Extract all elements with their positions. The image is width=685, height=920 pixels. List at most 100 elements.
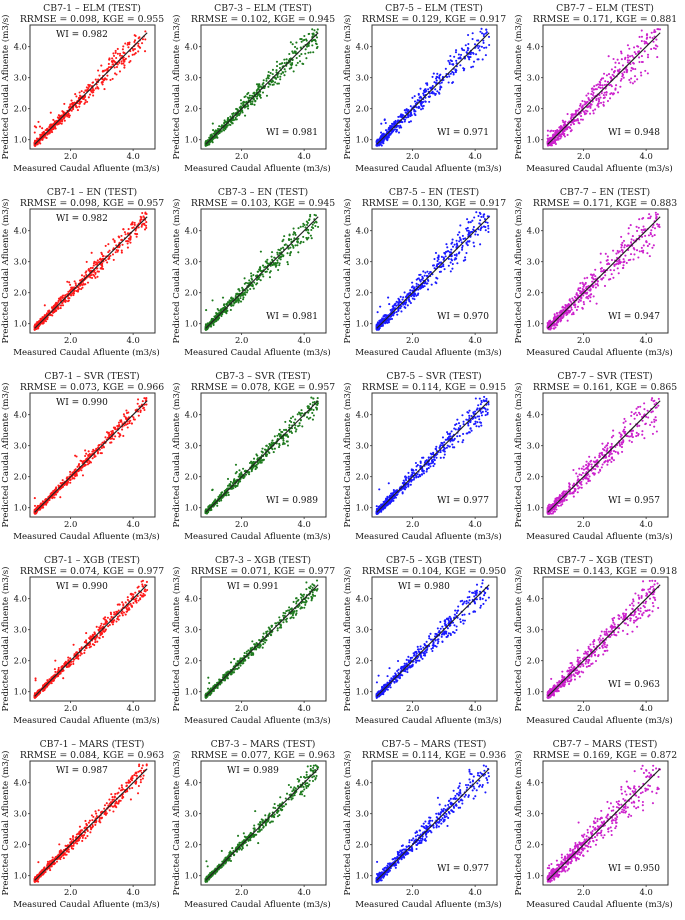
scatter-point xyxy=(561,119,564,122)
scatter-svg: CB7-5 – EN (TEST)RRMSE = 0.130, KGE = 0.… xyxy=(342,187,506,358)
scatter-point xyxy=(656,45,659,48)
scatter-point xyxy=(404,303,407,306)
scatter-point xyxy=(310,40,313,43)
scatter-point xyxy=(391,122,394,126)
scatter-point xyxy=(104,244,107,247)
y-tick-label: 2.0 xyxy=(14,104,27,114)
scatter-point xyxy=(626,244,629,247)
scatter-point xyxy=(98,448,101,451)
scatter-point xyxy=(595,302,598,305)
scatter-point xyxy=(420,108,423,111)
scatter-point xyxy=(586,110,589,113)
scatter-point xyxy=(420,278,423,281)
y-axis-label: Predicted Caudal Afluente (m3/s) xyxy=(0,15,11,160)
scatter-point xyxy=(294,233,297,236)
scatter-point xyxy=(118,70,122,73)
scatter-point xyxy=(87,454,90,458)
scatter-point xyxy=(283,62,286,65)
scatter-point xyxy=(54,488,57,491)
x-tick-label: 2.0 xyxy=(406,335,419,345)
scatter-point xyxy=(135,235,138,238)
scatter-point xyxy=(554,139,557,142)
scatter-point xyxy=(74,284,78,287)
scatter-point xyxy=(415,278,418,281)
scatter-point xyxy=(244,293,247,296)
scatter-point xyxy=(137,37,140,40)
scatter-point xyxy=(421,275,424,278)
scatter-point xyxy=(563,121,566,124)
scatter-point xyxy=(638,56,641,59)
scatter-point xyxy=(276,82,279,85)
scatter-point xyxy=(636,45,639,48)
scatter-point xyxy=(46,501,49,504)
scatter-point xyxy=(390,131,393,134)
scatter-point xyxy=(633,80,636,83)
scatter-point xyxy=(70,99,73,102)
scatter-point xyxy=(413,100,417,103)
scatter-point xyxy=(644,69,647,72)
scatter-point xyxy=(466,55,469,58)
scatter-point xyxy=(114,72,117,75)
scatter-point xyxy=(469,221,472,224)
scatter-point xyxy=(466,229,469,232)
scatter-point xyxy=(612,75,615,78)
scatter-point xyxy=(411,96,414,99)
scatter-point xyxy=(637,226,640,229)
scatter-point xyxy=(292,227,295,230)
scatter-point xyxy=(271,258,274,261)
scatter-point xyxy=(635,249,639,252)
scatter-point xyxy=(265,94,269,97)
scatter-point xyxy=(316,45,319,48)
scatter-point xyxy=(51,307,54,310)
scatter-point xyxy=(564,128,567,131)
scatter-point xyxy=(277,82,280,85)
scatter-point xyxy=(477,214,480,218)
scatter-point xyxy=(278,252,281,255)
scatter-svg: CB7-7 – EN (TEST)RRMSE = 0.171, KGE = 0.… xyxy=(513,187,677,358)
scatter-point xyxy=(249,100,252,104)
scatter-point xyxy=(292,51,295,55)
scatter-point xyxy=(589,112,592,115)
scatter-point xyxy=(586,106,589,109)
scatter-point xyxy=(587,92,590,95)
scatter-point xyxy=(459,238,462,241)
scatter-point xyxy=(415,282,418,285)
scatter-point xyxy=(598,80,601,83)
scatter-point xyxy=(620,58,623,61)
scatter-point xyxy=(555,312,559,315)
scatter-point xyxy=(298,60,302,63)
scatter-point xyxy=(210,133,213,136)
scatter-point xyxy=(122,62,125,65)
scatter-point xyxy=(236,109,239,112)
scatter-point xyxy=(121,48,124,51)
scatter-point xyxy=(449,54,452,58)
scatter-point xyxy=(292,233,295,236)
scatter-point xyxy=(610,273,613,276)
scatter-point xyxy=(221,296,225,299)
scatter-point xyxy=(569,300,572,303)
scatter-point xyxy=(206,144,209,147)
scatter-point xyxy=(307,228,310,231)
scatter-point xyxy=(120,249,123,252)
scatter-point xyxy=(583,277,586,280)
scatter-point xyxy=(102,70,105,73)
scatter-point xyxy=(289,251,292,254)
scatter-point xyxy=(595,88,598,91)
scatter-point xyxy=(106,261,109,264)
scatter-point xyxy=(241,286,244,289)
scatter-point xyxy=(380,131,383,134)
scatter-point xyxy=(246,289,249,292)
scatter-point xyxy=(648,213,651,216)
scatter-point xyxy=(631,54,634,57)
scatter-point xyxy=(390,317,394,321)
scatter-point xyxy=(627,56,630,59)
scatter-point xyxy=(434,93,437,96)
scatter-point xyxy=(426,282,429,285)
scatter-point xyxy=(272,83,275,86)
scatter-point xyxy=(306,221,309,224)
scatter-point xyxy=(396,119,400,122)
scatter-point xyxy=(566,133,569,137)
scatter-point xyxy=(78,105,81,108)
scatter-point xyxy=(222,128,225,131)
scatter-point xyxy=(591,90,594,93)
